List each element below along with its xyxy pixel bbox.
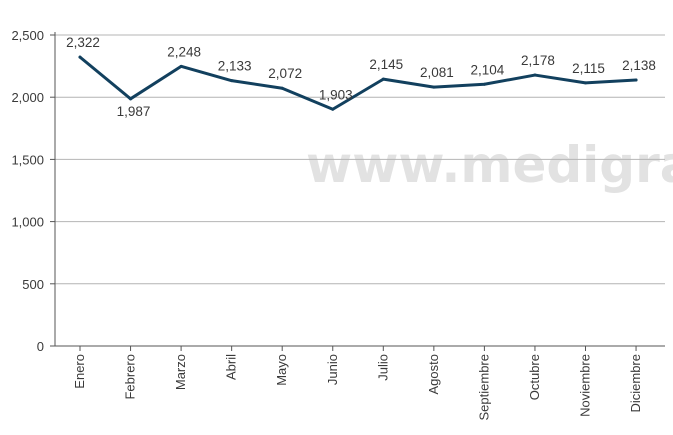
y-tick-label: 1,000	[11, 215, 44, 230]
data-point	[482, 82, 486, 86]
data-point	[280, 86, 284, 90]
data-point	[179, 64, 183, 68]
data-point	[381, 77, 385, 81]
data-label: 1,903	[319, 87, 353, 102]
data-point	[230, 79, 234, 83]
data-label: 2,133	[218, 59, 252, 74]
data-label: 2,248	[167, 44, 201, 59]
x-tick-label: Julio	[375, 354, 390, 381]
data-point	[533, 73, 537, 77]
axes	[50, 32, 665, 351]
x-tick-label: Septiembre	[476, 354, 491, 420]
data-label: 2,081	[420, 65, 454, 80]
data-point	[331, 107, 335, 111]
data-point	[129, 97, 133, 101]
data-label: 2,138	[622, 58, 656, 73]
y-tick-label: 0	[37, 339, 44, 354]
data-label: 2,322	[66, 35, 100, 50]
data-label: 2,178	[521, 53, 555, 68]
x-tick-label: Diciembre	[628, 354, 643, 413]
y-tick-labels: 0 500 1,000 1,500 2,000 2,500	[11, 28, 44, 354]
x-tick-label: Octubre	[527, 354, 542, 400]
data-label: 2,104	[471, 62, 505, 77]
series-line	[78, 55, 638, 111]
data-labels: 2,322 1,987 2,248 2,133 2,072 1,903 2,145 2,081…	[66, 35, 656, 119]
y-tick-label: 1,500	[11, 152, 44, 167]
x-tick-label: Junio	[325, 354, 340, 385]
data-label: 1,987	[117, 104, 151, 119]
data-point	[78, 55, 82, 59]
x-tick-label: Enero	[72, 354, 87, 389]
data-label: 2,145	[369, 57, 403, 72]
x-tick-label: Marzo	[173, 354, 188, 390]
gridlines	[55, 34, 665, 285]
x-tick-label: Noviembre	[578, 354, 593, 417]
data-label: 2,115	[572, 61, 605, 76]
x-tick-labels: Enero Febrero Marzo Abril Mayo Junio Julio Agos…	[72, 354, 643, 421]
data-point	[584, 81, 587, 85]
data-point	[634, 78, 638, 82]
x-tick-label: Febrero	[123, 354, 138, 400]
x-tick-label: Mayo	[274, 354, 289, 386]
x-tick-label: Agosto	[426, 354, 441, 394]
data-point	[432, 85, 436, 89]
y-tick-label: 500	[22, 277, 44, 292]
y-tick-label: 2,000	[11, 90, 44, 105]
watermark-text: www.medigraphic.	[306, 136, 673, 194]
data-label: 2,072	[268, 66, 302, 81]
x-tick-label: Abril	[224, 354, 239, 380]
y-tick-label: 2,500	[11, 28, 44, 43]
series-line-group	[78, 55, 638, 111]
